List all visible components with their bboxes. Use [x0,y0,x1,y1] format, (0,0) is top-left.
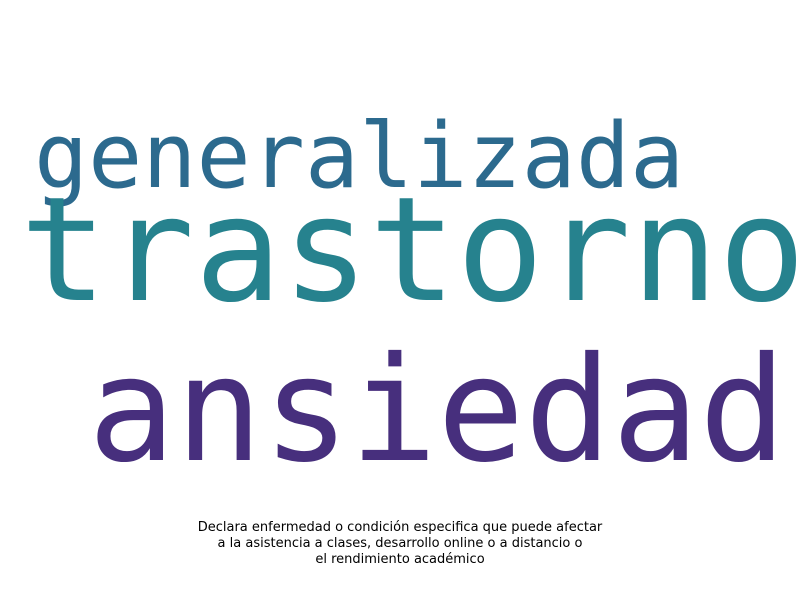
word-generalizada: generalizada [34,104,685,209]
word-ansiedad: ansiedad [88,326,787,495]
figure-caption: Declara enfermedad o condición especific… [150,520,650,568]
caption-line-1: Declara enfermedad o condición especific… [197,520,603,535]
word-trastorno: trastorno [20,166,800,335]
caption-line-3: el rendimiento académico [315,552,485,567]
caption-line-2: a la asistencia a clases, desarrollo onl… [217,536,583,551]
